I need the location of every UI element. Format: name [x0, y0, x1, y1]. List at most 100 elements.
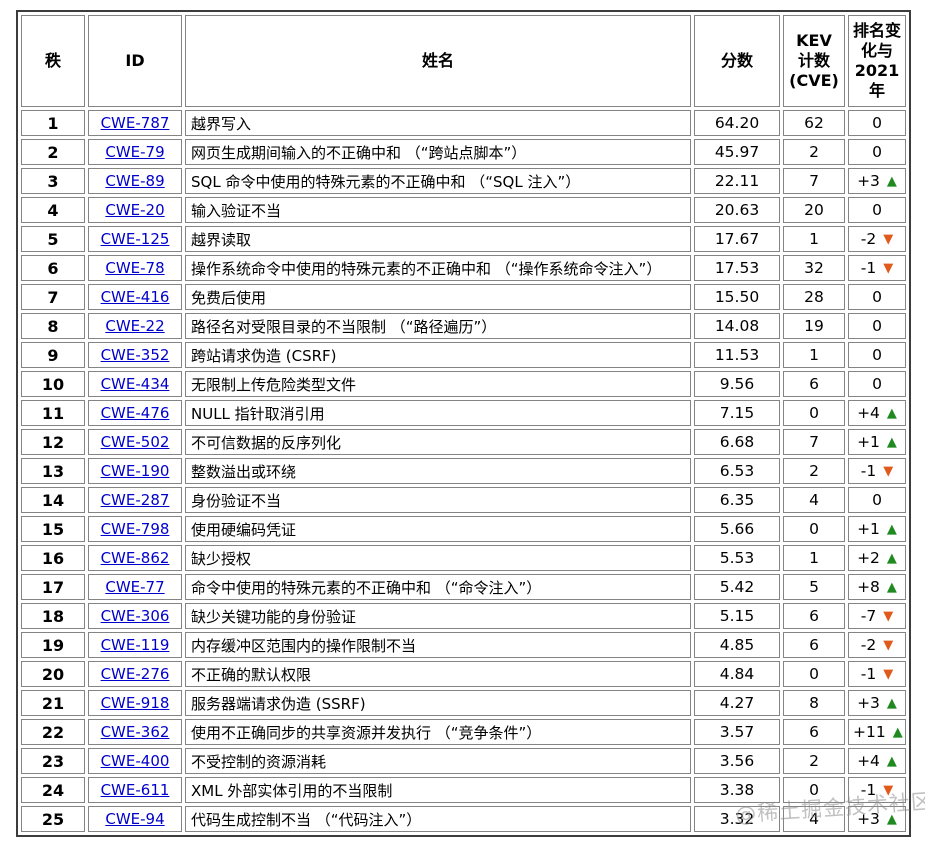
- rank-change-value: +1: [857, 520, 880, 538]
- id-cell: CWE-362: [88, 719, 182, 745]
- score-cell: 45.97: [694, 139, 780, 165]
- score-cell: 14.08: [694, 313, 780, 339]
- kev-count-cell: 2: [783, 139, 845, 165]
- rank-change-value: 0: [872, 114, 882, 132]
- kev-count-cell: 0: [783, 400, 845, 426]
- rank-change-cell: 0: [848, 487, 906, 513]
- cwe-id-link[interactable]: CWE-276: [100, 665, 170, 683]
- id-cell: CWE-125: [88, 226, 182, 252]
- id-cell: CWE-787: [88, 110, 182, 136]
- kev-count-cell: 7: [783, 168, 845, 194]
- trend-up-icon: ▲: [892, 725, 903, 740]
- cwe-id-link[interactable]: CWE-22: [105, 317, 165, 335]
- table-row: 9 CWE-352 跨站请求伪造 (CSRF) 11.53 1 0: [21, 342, 906, 368]
- rank-cell: 1: [21, 110, 85, 136]
- cwe-id-link[interactable]: CWE-79: [105, 143, 165, 161]
- header-row: 秩 ID 姓名 分数 KEV 计数 (CVE) 排名变化与 2021 年: [21, 15, 906, 107]
- kev-count-cell: 62: [783, 110, 845, 136]
- rank-change-value: 0: [872, 491, 882, 509]
- cwe-id-link[interactable]: CWE-125: [100, 230, 170, 248]
- id-cell: CWE-190: [88, 458, 182, 484]
- cwe-id-link[interactable]: CWE-77: [105, 578, 165, 596]
- name-cell: 路径名对受限目录的不当限制 （“路径遍历”）: [185, 313, 691, 339]
- score-cell: 3.32: [694, 806, 780, 832]
- rank-cell: 18: [21, 603, 85, 629]
- id-cell: CWE-434: [88, 371, 182, 397]
- score-cell: 6.35: [694, 487, 780, 513]
- cwe-id-link[interactable]: CWE-918: [100, 694, 170, 712]
- cwe-id-link[interactable]: CWE-502: [100, 433, 170, 451]
- id-cell: CWE-119: [88, 632, 182, 658]
- cwe-id-link[interactable]: CWE-362: [100, 723, 170, 741]
- column-header-name: 姓名: [185, 15, 691, 107]
- rank-cell: 15: [21, 516, 85, 542]
- cwe-id-link[interactable]: CWE-94: [105, 810, 165, 828]
- name-cell: 代码生成控制不当 （“代码注入”）: [185, 806, 691, 832]
- score-cell: 5.15: [694, 603, 780, 629]
- name-cell: 身份验证不当: [185, 487, 691, 513]
- kev-count-cell: 1: [783, 226, 845, 252]
- rank-change-cell: -1 ▼: [848, 777, 906, 803]
- cwe-id-link[interactable]: CWE-190: [100, 462, 170, 480]
- rank-change-value: 0: [872, 375, 882, 393]
- column-header-change: 排名变化与 2021 年: [848, 15, 906, 107]
- column-header-score: 分数: [694, 15, 780, 107]
- cwe-id-link[interactable]: CWE-798: [100, 520, 170, 538]
- cwe-id-link[interactable]: CWE-400: [100, 752, 170, 770]
- kev-count-cell: 6: [783, 603, 845, 629]
- rank-cell: 5: [21, 226, 85, 252]
- rank-change-value: 0: [872, 317, 882, 335]
- cwe-id-link[interactable]: CWE-862: [100, 549, 170, 567]
- kev-count-cell: 4: [783, 806, 845, 832]
- table-row: 20 CWE-276 不正确的默认权限 4.84 0 -1 ▼: [21, 661, 906, 687]
- cwe-id-link[interactable]: CWE-434: [100, 375, 170, 393]
- rank-cell: 22: [21, 719, 85, 745]
- name-cell: 整数溢出或环绕: [185, 458, 691, 484]
- rank-cell: 23: [21, 748, 85, 774]
- table-row: 7 CWE-416 免费后使用 15.50 28 0: [21, 284, 906, 310]
- score-cell: 7.15: [694, 400, 780, 426]
- id-cell: CWE-94: [88, 806, 182, 832]
- table-body: 1 CWE-787 越界写入 64.20 62 0 2 CWE-79 网页生成期…: [21, 110, 906, 832]
- cwe-id-link[interactable]: CWE-416: [100, 288, 170, 306]
- cwe-id-link[interactable]: CWE-78: [105, 259, 165, 277]
- rank-change-value: -1: [860, 462, 877, 480]
- kev-count-cell: 19: [783, 313, 845, 339]
- cwe-id-link[interactable]: CWE-20: [105, 201, 165, 219]
- trend-up-icon: ▲: [886, 174, 897, 189]
- rank-cell: 21: [21, 690, 85, 716]
- id-cell: CWE-306: [88, 603, 182, 629]
- cwe-id-link[interactable]: CWE-476: [100, 404, 170, 422]
- rank-cell: 4: [21, 197, 85, 223]
- rank-change-cell: +1 ▲: [848, 429, 906, 455]
- table-row: 6 CWE-78 操作系统命令中使用的特殊元素的不正确中和 （“操作系统命令注入…: [21, 255, 906, 281]
- score-cell: 64.20: [694, 110, 780, 136]
- cwe-id-link[interactable]: CWE-119: [100, 636, 170, 654]
- rank-change-value: 0: [872, 201, 882, 219]
- cwe-id-link[interactable]: CWE-306: [100, 607, 170, 625]
- cwe-id-link[interactable]: CWE-611: [100, 781, 170, 799]
- id-cell: CWE-20: [88, 197, 182, 223]
- trend-down-icon: ▼: [883, 261, 894, 276]
- cwe-id-link[interactable]: CWE-89: [105, 172, 165, 190]
- kev-count-cell: 2: [783, 458, 845, 484]
- id-cell: CWE-476: [88, 400, 182, 426]
- score-cell: 4.85: [694, 632, 780, 658]
- id-cell: CWE-862: [88, 545, 182, 571]
- id-cell: CWE-89: [88, 168, 182, 194]
- score-cell: 22.11: [694, 168, 780, 194]
- rank-cell: 10: [21, 371, 85, 397]
- rank-change-value: -7: [860, 607, 877, 625]
- rank-change-value: 0: [872, 288, 882, 306]
- rank-change-cell: -2 ▼: [848, 226, 906, 252]
- cwe-id-link[interactable]: CWE-287: [100, 491, 170, 509]
- column-header-id: ID: [88, 15, 182, 107]
- trend-up-icon: ▲: [886, 522, 897, 537]
- score-cell: 3.38: [694, 777, 780, 803]
- score-cell: 3.57: [694, 719, 780, 745]
- rank-change-cell: +2 ▲: [848, 545, 906, 571]
- cwe-id-link[interactable]: CWE-787: [100, 114, 170, 132]
- score-cell: 17.53: [694, 255, 780, 281]
- cwe-id-link[interactable]: CWE-352: [100, 346, 170, 364]
- id-cell: CWE-611: [88, 777, 182, 803]
